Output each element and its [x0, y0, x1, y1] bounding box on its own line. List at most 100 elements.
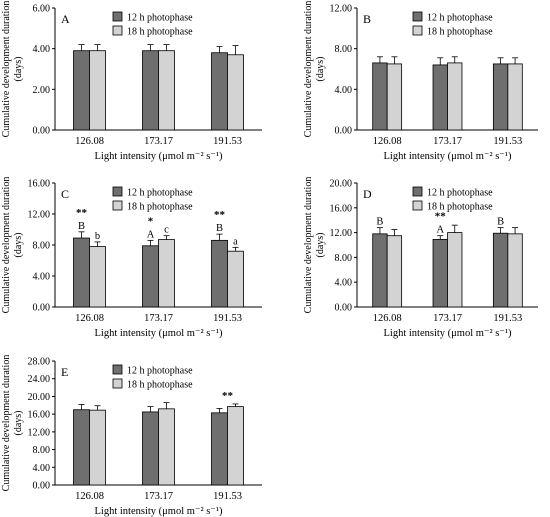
- x-tick-label: 191.53: [493, 313, 522, 324]
- y-tick-label: 20.00: [330, 179, 353, 190]
- bar: [432, 239, 448, 308]
- bar: [158, 239, 175, 308]
- bar: [492, 232, 509, 308]
- bar: [211, 412, 228, 486]
- x-tick-label: 126.08: [75, 313, 104, 324]
- group-letter: B: [216, 223, 223, 234]
- y-tick-label: 4.00: [33, 272, 51, 283]
- bar: [432, 64, 448, 131]
- x-axis-title: Light intensity (μmol m⁻² s⁻¹): [94, 151, 223, 162]
- bar: [227, 54, 244, 131]
- y-axis-title: Cumulative development duration(days): [1, 1, 24, 138]
- panel-label: B: [363, 12, 371, 26]
- y-tick-label: 4.00: [335, 278, 353, 289]
- bar: [89, 50, 106, 131]
- y-tick-label: 0.00: [33, 303, 51, 314]
- legend-label: 12 h photophase: [127, 13, 193, 24]
- legend-label: 18 h photophase: [127, 202, 193, 213]
- x-tick-label: 126.08: [75, 491, 104, 502]
- bar: [211, 239, 228, 308]
- legend-swatch: [412, 200, 423, 211]
- y-tick-label: 12.00: [330, 4, 353, 15]
- y-tick-label: 6.00: [33, 4, 51, 15]
- group-letter: A: [436, 225, 444, 236]
- y-tick-label: 4.00: [33, 44, 51, 55]
- chart-panel-a: 0.00 2.00 4.00 6.00 A 12 h photophase 18 h pho…: [1, 1, 262, 162]
- y-tick-label: 12.00: [28, 210, 51, 221]
- legend-swatch: [112, 200, 123, 211]
- panel-label: C: [61, 187, 69, 201]
- bar: [142, 50, 159, 131]
- legend-label: 18 h photophase: [127, 27, 193, 38]
- x-tick-label: 173.17: [144, 313, 173, 324]
- x-tick-label: 173.17: [144, 491, 173, 502]
- bar: [227, 250, 244, 308]
- x-axis-title: Light intensity (μmol m⁻² s⁻¹): [94, 506, 223, 517]
- panel-label: E: [61, 365, 68, 379]
- legend-swatch: [112, 364, 123, 375]
- x-tick-label: 191.53: [213, 491, 242, 502]
- y-tick-label: 16.00: [28, 179, 51, 190]
- legend-swatch: [112, 378, 123, 389]
- x-tick-label: 191.53: [493, 136, 522, 147]
- y-axis-title: Cumulative development duration(days): [1, 355, 24, 492]
- legend-swatch: [112, 186, 123, 197]
- y-tick-label: 8.00: [33, 445, 51, 456]
- bar: [73, 409, 90, 486]
- bar: [89, 246, 106, 308]
- x-axis-title: Light intensity (μmol m⁻² s⁻¹): [94, 328, 223, 339]
- y-tick-label: 0.00: [33, 126, 51, 137]
- legend-label: 12 h photophase: [127, 366, 193, 377]
- bar: [158, 408, 175, 486]
- significance-marker: **: [222, 390, 234, 402]
- significance-marker: *: [148, 215, 154, 227]
- y-tick-label: 8.00: [33, 241, 51, 252]
- bar: [211, 52, 228, 131]
- x-tick-label: 173.17: [144, 136, 173, 147]
- group-letter: B: [497, 217, 504, 228]
- legend-label: 12 h photophase: [427, 188, 493, 199]
- bar: [507, 233, 523, 308]
- y-axis-title: Cumulative development duration(days): [303, 177, 326, 314]
- x-tick-label: 173.17: [433, 136, 462, 147]
- bar: [158, 50, 175, 131]
- bar: [372, 62, 388, 131]
- legend-label: 12 h photophase: [427, 13, 493, 24]
- x-tick-label: 126.08: [373, 136, 402, 147]
- y-tick-label: 4.00: [33, 463, 51, 474]
- bar: [447, 62, 463, 131]
- y-tick-label: 4.00: [335, 85, 353, 96]
- bar: [227, 406, 244, 486]
- x-tick-label: 126.08: [75, 136, 104, 147]
- bar: [142, 411, 159, 486]
- group-letter: c: [164, 225, 169, 236]
- group-letter: B: [78, 221, 85, 232]
- group-letter: B: [376, 217, 383, 228]
- y-tick-label: 28.00: [28, 357, 51, 368]
- x-tick-label: 173.17: [433, 313, 462, 324]
- chart-panel-c: 0.00 4.00 8.00 12.00 16.00 C 12 h photophase 18…: [1, 177, 262, 339]
- y-axis-title: Cumulative development duration(days): [303, 1, 326, 138]
- bar: [507, 63, 523, 131]
- legend-label: 18 h photophase: [127, 380, 193, 391]
- y-tick-label: 12.00: [28, 427, 51, 438]
- x-tick-label: 191.53: [213, 313, 242, 324]
- y-tick-label: 12.00: [330, 228, 353, 239]
- y-tick-label: 24.00: [28, 374, 51, 385]
- significance-marker: **: [76, 207, 88, 219]
- bar: [73, 50, 90, 131]
- y-tick-label: 8.00: [335, 253, 353, 264]
- legend-swatch: [412, 186, 423, 197]
- group-letter: A: [147, 229, 155, 240]
- legend-swatch: [112, 25, 123, 36]
- bar: [492, 63, 509, 131]
- significance-marker: **: [214, 209, 226, 221]
- legend-swatch: [112, 11, 123, 22]
- bar: [447, 232, 463, 308]
- y-axis-title: Cumulative development duration(days): [1, 177, 24, 314]
- legend-label: 12 h photophase: [127, 188, 193, 199]
- x-tick-label: 126.08: [373, 313, 402, 324]
- bar: [372, 233, 388, 308]
- y-tick-label: 16.00: [330, 203, 353, 214]
- legend-label: 18 h photophase: [427, 202, 493, 213]
